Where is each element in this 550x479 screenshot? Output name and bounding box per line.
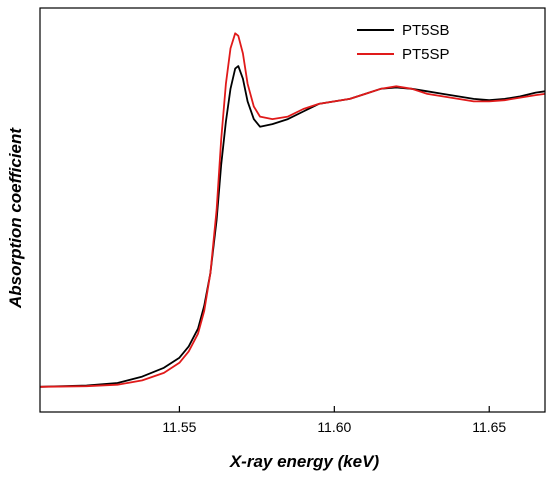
plot-area [39, 32, 546, 388]
legend: PT5SB PT5SP [357, 22, 450, 63]
x-tick-label: 11.65 [472, 419, 506, 435]
x-axis-title: X-ray energy (keV) [229, 452, 380, 471]
y-axis-title: Absorption coefficient [6, 127, 25, 309]
legend-label-pt5sb: PT5SB [402, 22, 450, 39]
legend-label-pt5sp: PT5SP [402, 46, 450, 63]
x-tick-label: 11.55 [162, 419, 196, 435]
x-tick-label: 11.60 [317, 419, 351, 435]
plot-frame [39, 7, 546, 413]
x-axis-ticks: 11.55 11.60 11.65 [162, 406, 506, 435]
series-line-pt5sp [39, 32, 546, 388]
series-line-pt5sb [39, 65, 546, 388]
